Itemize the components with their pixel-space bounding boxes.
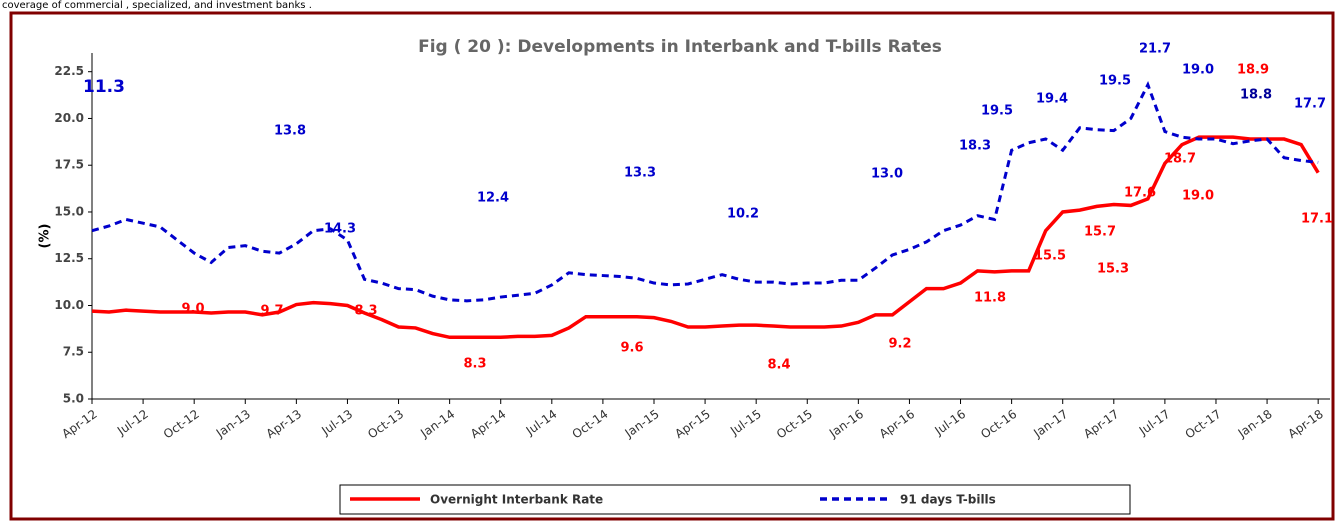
annotation: 17.7 — [1294, 97, 1326, 112]
annotation: 13.0 — [871, 167, 903, 182]
series-line — [91, 135, 1320, 340]
legend-label: 91 days T-bills — [900, 493, 996, 507]
x-tick-label: Apr-14 — [468, 407, 508, 441]
x-tick-label: Oct-14 — [570, 407, 611, 442]
annotation: 9.7 — [260, 304, 283, 319]
legend-label: Overnight Interbank Rate — [430, 493, 603, 507]
x-tick-label: Apr-15 — [672, 407, 712, 441]
x-tick-label: Jul-12 — [114, 407, 151, 439]
x-tick-label: Jan-13 — [213, 407, 253, 441]
annotation: 13.8 — [274, 124, 306, 139]
annotation: 17.1 — [1301, 212, 1333, 227]
y-tick-label: 22.5 — [54, 64, 84, 78]
x-tick-label: Oct-12 — [161, 407, 202, 442]
series-line — [91, 81, 1319, 303]
legend — [339, 484, 1131, 515]
x-tick-label: Jul-16 — [931, 407, 968, 439]
annotation: 15.5 — [1034, 249, 1066, 264]
x-tick-label: Jul-14 — [523, 407, 560, 439]
y-axis-label: (%) — [38, 224, 53, 249]
annotation: 18.7 — [1164, 152, 1196, 167]
x-tick-label: Apr-17 — [1081, 407, 1121, 441]
annotation: 13.3 — [624, 166, 656, 181]
x-tick-label: Oct-13 — [365, 407, 406, 442]
x-tick-label: Jan-17 — [1030, 407, 1070, 441]
x-tick-label: Apr-13 — [264, 407, 304, 441]
y-tick-label: 15.0 — [54, 204, 84, 218]
y-tick-label: 17.5 — [54, 158, 84, 172]
x-tick-label: Apr-18 — [1285, 407, 1325, 441]
x-tick-label: Oct-16 — [978, 407, 1019, 442]
chart-title: Fig ( 20 ): Developments in Interbank an… — [418, 37, 942, 57]
x-tick-label: Oct-17 — [1183, 407, 1224, 442]
annotation: 15.3 — [1097, 262, 1129, 277]
annotation: 10.2 — [727, 207, 759, 222]
header-text: coverage of commercial , specialized, an… — [2, 0, 312, 11]
x-tick-label: Jan-16 — [826, 407, 866, 441]
annotation: 19.5 — [981, 104, 1013, 119]
x-tick-label: Apr-12 — [59, 407, 99, 441]
annotation: 17.6 — [1124, 186, 1156, 201]
annotation: 19.5 — [1099, 74, 1131, 89]
x-tick-label: Jul-17 — [1136, 407, 1173, 439]
annotation: 11.8 — [974, 291, 1006, 306]
y-tick-label: 20.0 — [54, 111, 84, 125]
x-tick-label: Oct-15 — [774, 407, 815, 442]
annotation: 9.2 — [888, 337, 911, 352]
y-tick-label: 10.0 — [54, 298, 84, 312]
annotation: 11.3 — [83, 77, 125, 97]
x-tick-label: Jan-14 — [417, 407, 457, 441]
annotation: 18.9 — [1237, 63, 1269, 78]
annotation: 8.3 — [463, 357, 486, 372]
frame — [9, 11, 1335, 521]
x-tick-label: Jan-15 — [622, 407, 662, 441]
y-tick-label: 5.0 — [63, 392, 84, 406]
x-tick-label: Jul-13 — [318, 407, 355, 439]
annotation: 12.4 — [477, 191, 509, 206]
annotation: 9.0 — [181, 302, 204, 317]
x-tick-label: Jul-15 — [727, 407, 764, 439]
y-tick-label: 7.5 — [63, 345, 84, 359]
annotation: 21.7 — [1139, 42, 1171, 57]
annotation: 19.4 — [1036, 92, 1068, 107]
annotation: 18.3 — [959, 139, 991, 154]
annotation: 18.8 — [1240, 88, 1272, 103]
x-tick-label: Jan-18 — [1235, 407, 1275, 441]
annotation: 19.0 — [1182, 63, 1214, 78]
annotation: 19.0 — [1182, 189, 1214, 204]
y-tick-label: 12.5 — [54, 251, 84, 265]
x-tick-label: Apr-16 — [877, 407, 917, 441]
annotation: 8.4 — [767, 358, 790, 373]
annotation: 8.3 — [354, 304, 377, 319]
annotation: 14.3 — [324, 222, 356, 237]
annotation: 15.7 — [1084, 225, 1116, 240]
annotation: 9.6 — [620, 341, 643, 356]
